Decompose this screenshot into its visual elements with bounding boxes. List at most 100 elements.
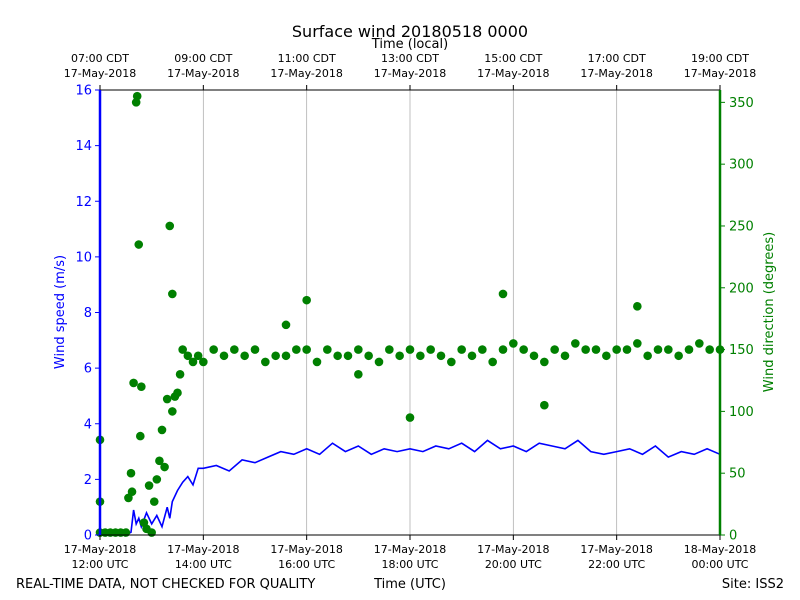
direction-point [664, 345, 673, 354]
left-tick-label: 12 [75, 195, 92, 210]
right-tick-label: 150 [729, 343, 754, 358]
direction-point [674, 351, 683, 361]
direction-point [136, 431, 145, 441]
left-tick-label: 2 [84, 473, 92, 488]
direction-point [312, 357, 322, 367]
direction-point [612, 345, 621, 354]
bottom-tick-time: 20:00 UTC [485, 558, 542, 571]
wind-speed-series [100, 439, 721, 536]
direction-point [354, 345, 363, 354]
chart-title: Surface wind 20180518 0000 [292, 22, 528, 41]
direction-point [478, 345, 487, 354]
direction-point [498, 345, 508, 354]
right-tick-label: 50 [729, 467, 746, 482]
bottom-tick-date: 17-May-2018 [167, 543, 239, 556]
direction-point [385, 345, 394, 354]
direction-point [152, 475, 162, 484]
direction-point [695, 339, 704, 348]
bottom-tick-date: 17-May-2018 [580, 543, 652, 556]
direction-point [343, 351, 353, 361]
direction-point [602, 351, 611, 361]
bottom-tick-date: 17-May-2018 [64, 543, 136, 556]
direction-point [147, 528, 156, 537]
top-tick-date: 17-May-2018 [477, 67, 549, 80]
direction-point [323, 345, 332, 354]
top-tick-time: 09:00 CDT [174, 52, 232, 65]
direction-point [261, 357, 270, 367]
right-tick-label: 0 [729, 529, 737, 544]
direction-point [175, 370, 185, 379]
direction-point [144, 481, 154, 490]
right-tick-label: 300 [729, 158, 754, 173]
direction-point [173, 388, 182, 398]
top-tick-date: 17-May-2018 [167, 67, 239, 80]
direction-point [162, 394, 172, 404]
direction-point [643, 351, 652, 361]
direction-point [426, 345, 435, 354]
direction-point [467, 351, 477, 361]
direction-point [160, 462, 169, 472]
direction-point [591, 345, 601, 354]
footer-quality-note: REAL-TIME DATA, NOT CHECKED FOR QUALITY [16, 577, 315, 592]
direction-point [193, 351, 203, 361]
direction-point [165, 221, 175, 231]
direction-point [333, 351, 342, 361]
direction-point [250, 345, 260, 354]
bottom-tick-time: 12:00 UTC [71, 558, 128, 571]
bottom-tick-time: 00:00 UTC [691, 558, 748, 571]
direction-point [395, 351, 404, 361]
direction-point [240, 351, 249, 361]
top-tick-time: 15:00 CDT [484, 52, 542, 65]
speed-line [100, 439, 721, 536]
direction-point [416, 351, 425, 361]
left-tick-label: 14 [75, 139, 92, 154]
direction-point [540, 357, 549, 367]
direction-point [219, 351, 229, 361]
bottom-tick-date: 17-May-2018 [270, 543, 342, 556]
left-tick-label: 8 [84, 306, 92, 321]
bottom-tick-time: 22:00 UTC [588, 558, 645, 571]
top-tick-date: 17-May-2018 [64, 67, 136, 80]
right-tick-label: 350 [729, 96, 754, 111]
direction-point [137, 382, 146, 391]
left-tick-label: 10 [75, 250, 92, 265]
direction-point [571, 339, 580, 348]
direction-point [405, 345, 415, 354]
direction-point [519, 345, 528, 354]
left-tick-label: 0 [84, 529, 92, 544]
direction-point [281, 320, 291, 330]
direction-point [209, 345, 218, 354]
direction-point [129, 378, 138, 388]
direction-point [364, 351, 373, 361]
direction-point [633, 302, 642, 311]
direction-point [168, 407, 177, 416]
direction-point [622, 345, 632, 354]
direction-point [374, 357, 384, 367]
direction-point [126, 468, 136, 478]
right-tick-label: 100 [729, 405, 754, 420]
direction-point [447, 357, 456, 367]
right-tick-label: 200 [729, 281, 754, 296]
top-tick-date: 17-May-2018 [580, 67, 652, 80]
direction-point [121, 528, 131, 537]
direction-point [281, 351, 291, 361]
right-tick-label: 250 [729, 219, 754, 234]
direction-point [199, 357, 208, 367]
direction-point [149, 497, 159, 506]
direction-point [653, 345, 663, 354]
direction-point [529, 351, 539, 361]
direction-point [178, 345, 187, 354]
bottom-tick-date: 17-May-2018 [374, 543, 446, 556]
direction-point [488, 357, 497, 367]
bottom-tick-date: 17-May-2018 [477, 543, 549, 556]
top-tick-time: 19:00 CDT [691, 52, 749, 65]
bottom-tick-time: 16:00 UTC [278, 558, 335, 571]
direction-point [188, 357, 198, 367]
left-tick-label: 16 [75, 84, 92, 99]
direction-point [633, 339, 642, 348]
direction-point [292, 345, 301, 354]
bottom-tick-time: 18:00 UTC [381, 558, 438, 571]
bottom-tick-date: 18-May-2018 [684, 543, 756, 556]
direction-point [271, 351, 280, 361]
